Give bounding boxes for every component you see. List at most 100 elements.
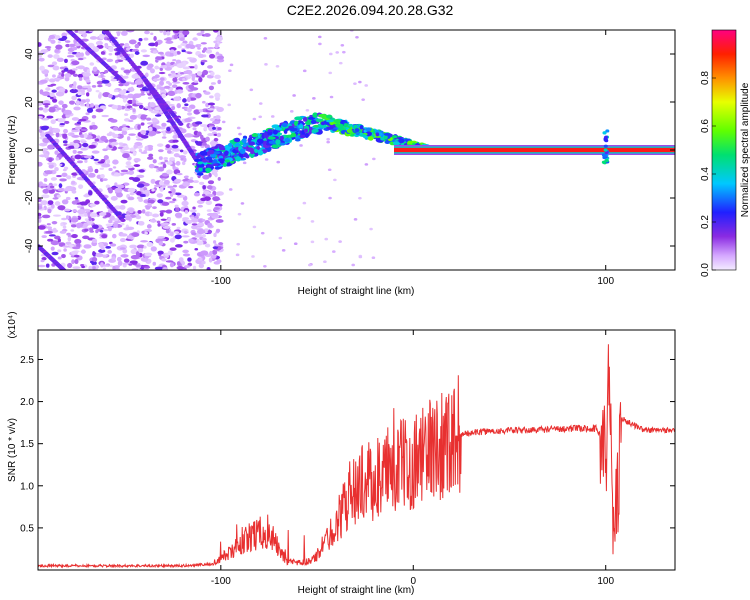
noise-speckle (91, 114, 97, 119)
ramp-blob (275, 139, 281, 145)
noise-speckle (181, 235, 190, 238)
noise-speckle (128, 263, 133, 266)
noise-speckle (125, 215, 131, 221)
ramp-blob (239, 148, 246, 155)
noise-speckle (209, 250, 213, 256)
faint-speckle (317, 35, 322, 39)
noise-speckle (54, 167, 59, 172)
spectrogram-panel: -100 100 -40 -20 0 20 40 Height of straight li… (7, 29, 676, 297)
spike-blob (604, 135, 609, 139)
noise-speckle (135, 215, 142, 220)
noise-streak (67, 274, 72, 278)
noise-speckle (122, 98, 127, 103)
noise-speckle (172, 198, 177, 202)
noise-speckle (120, 233, 128, 237)
noise-speckle (48, 164, 54, 169)
faint-speckle (228, 69, 232, 72)
noise-speckle (62, 225, 67, 229)
noise-speckle (48, 234, 56, 237)
transition-blob (365, 131, 372, 137)
noise-speckle (134, 43, 140, 49)
noise-speckle (159, 211, 164, 217)
noise-speckle (215, 115, 221, 120)
noise-speckle (77, 65, 85, 70)
noise-speckle (109, 264, 114, 268)
noise-speckle (210, 169, 219, 173)
noise-speckle (191, 73, 197, 78)
noise-speckle (73, 139, 81, 144)
noise-speckle (200, 197, 207, 202)
noise-speckle (65, 215, 70, 220)
noise-speckle (71, 68, 78, 71)
noise-speckle (169, 157, 175, 161)
noise-speckle (179, 37, 185, 41)
noise-speckle (215, 191, 224, 196)
x-tick-label: -100 (211, 576, 231, 587)
noise-speckle (72, 209, 77, 213)
noise-speckle (38, 154, 47, 158)
noise-speckle (77, 85, 83, 90)
noise-speckle (170, 49, 175, 54)
noise-speckle (88, 217, 92, 221)
noise-speckle (127, 127, 134, 130)
noise-speckle (116, 51, 121, 55)
noise-speckle (144, 145, 149, 152)
noise-speckle (58, 100, 64, 105)
noise-speckle (127, 187, 136, 193)
noise-speckle (100, 173, 105, 179)
noise-speckle (95, 229, 99, 234)
noise-speckle (71, 117, 80, 121)
noise-streak (71, 277, 76, 281)
noise-speckle (134, 264, 142, 267)
noise-speckle (42, 188, 50, 194)
noise-speckle (122, 262, 128, 265)
noise-streak (72, 278, 77, 282)
ramp-blob (239, 153, 244, 158)
faint-speckle (326, 140, 330, 144)
noise-speckle (183, 175, 188, 179)
noise-speckle (204, 243, 211, 248)
noise-speckle (182, 30, 190, 36)
noise-speckle (159, 186, 164, 192)
ramp-blob (197, 161, 203, 165)
noise-speckle (190, 216, 195, 220)
noise-speckle (99, 167, 104, 170)
transition-blob (375, 132, 380, 137)
ramp-blob (267, 136, 276, 140)
faint-speckle (371, 256, 376, 259)
noise-speckle (119, 238, 126, 243)
noise-speckle (71, 233, 78, 239)
noise-speckle (129, 244, 137, 249)
noise-speckle (112, 159, 119, 165)
ramp-blob (289, 127, 298, 132)
colorbar: 0.0 0.2 0.4 0.6 0.8 Normalized spectral ampl… (700, 29, 750, 277)
noise-speckle (111, 256, 116, 261)
faint-speckle (338, 240, 342, 243)
noise-speckle (192, 206, 196, 210)
noise-speckle (114, 60, 119, 64)
noise-speckle (201, 218, 206, 222)
noise-speckle (193, 80, 199, 83)
transition-blob (354, 128, 360, 133)
noise-speckle (140, 114, 147, 120)
ramp-blob (256, 138, 264, 144)
noise-speckle (108, 219, 113, 224)
noise-speckle (183, 240, 189, 244)
noise-speckle (82, 32, 87, 38)
noise-speckle (142, 54, 151, 58)
noise-speckle (151, 118, 159, 123)
faint-speckle (307, 263, 312, 267)
noise-speckle (164, 147, 173, 151)
noise-speckle (89, 227, 94, 231)
ramp-blob (201, 159, 208, 163)
faint-speckle (238, 132, 242, 136)
noise-speckle (120, 199, 128, 204)
noise-speckle (163, 179, 170, 185)
noise-speckle (38, 54, 43, 58)
ramp-blob (218, 155, 224, 160)
noise-speckle (190, 87, 199, 91)
noise-speckle (52, 197, 59, 200)
noise-speckle (65, 43, 71, 48)
spike-blob (604, 150, 609, 155)
noise-speckle (47, 162, 55, 165)
